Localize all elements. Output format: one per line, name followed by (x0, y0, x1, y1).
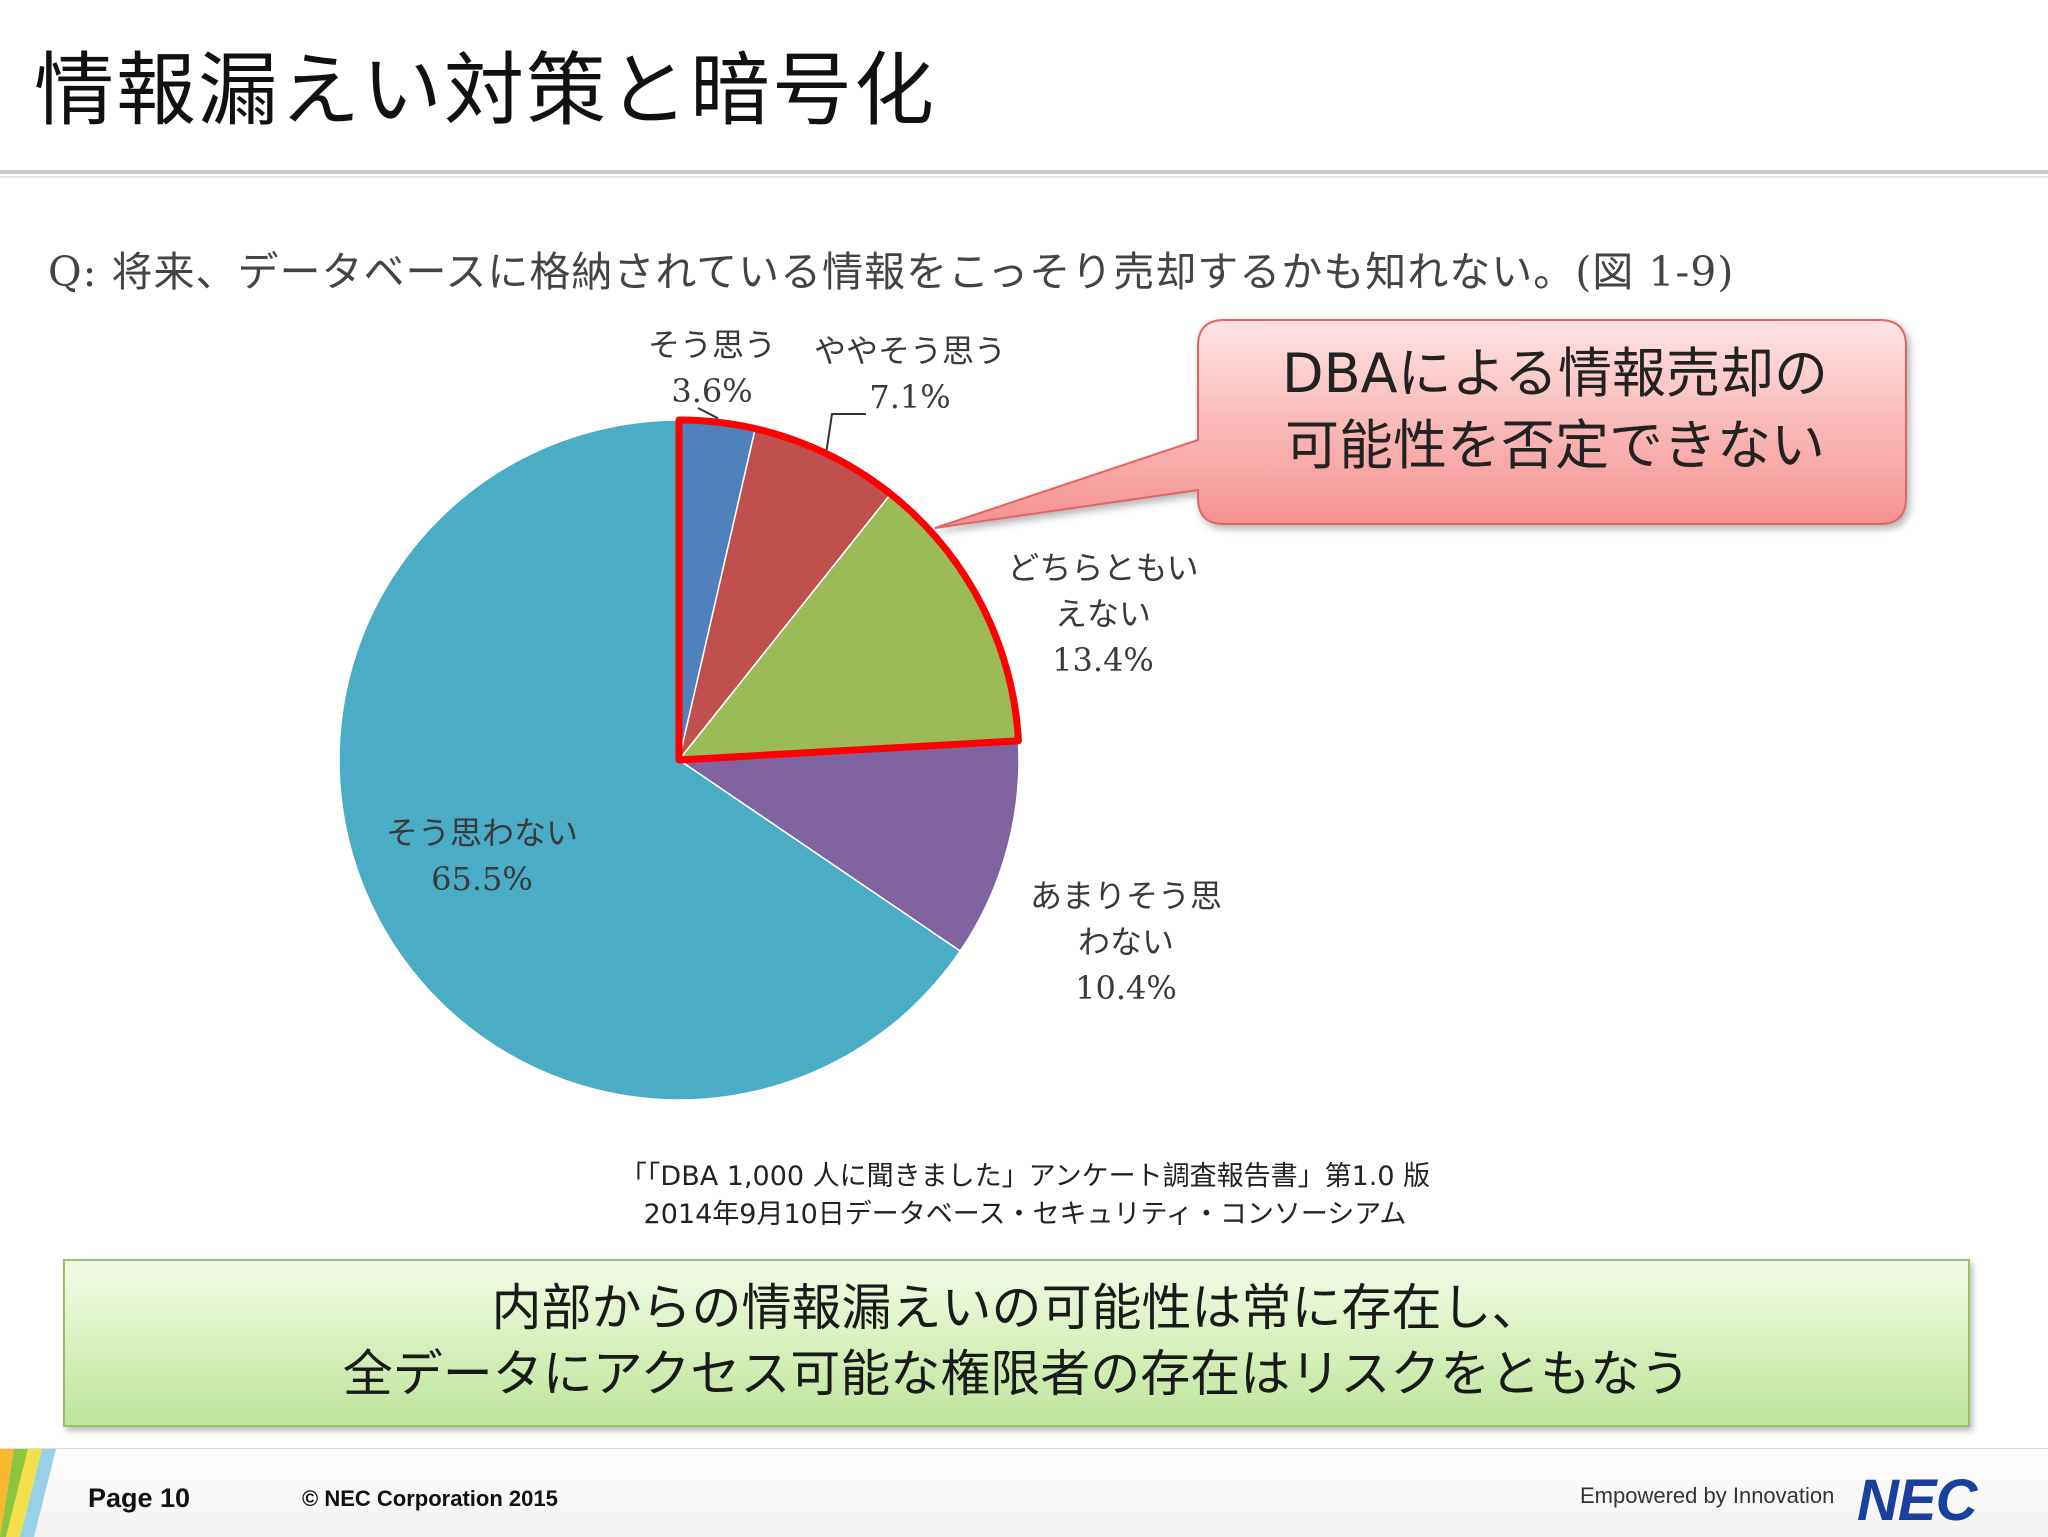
callout-bubble (934, 319, 1907, 529)
chart-question: Q: 将来、データベースに格納されている情報をこっそり売却するかも知れない。(図… (48, 248, 1735, 296)
copyright: © NEC Corporation 2015 (302, 1486, 558, 1511)
pie-chart (338, 319, 1907, 1101)
highlight-outline (675, 416, 1022, 764)
page-number: Page 10 (88, 1483, 191, 1513)
label-somewhat-disagree-value: 10.4% (1075, 969, 1177, 1007)
slice-somewhat-disagree (676, 739, 1020, 953)
leader-line-somewhat-agree (824, 413, 866, 456)
callout-text: DBAによる情報売却の 可能性を否定できない (1205, 338, 1905, 482)
label-disagree: そう思わない 65.5% (386, 810, 578, 902)
label-neutral-text-1: どちらともい (1007, 549, 1199, 587)
label-somewhat-agree-value: 7.1% (869, 378, 951, 416)
source-citation: 「「DBA 1,000 人に聞きました」アンケート調査報告書」第1.0 版 20… (560, 1158, 1490, 1234)
conclusion-line-2: 全データにアクセス可能な権限者の存在はリスクをともなう (342, 1345, 1691, 1403)
label-somewhat-disagree-text-1: あまりそう思 (1029, 877, 1223, 915)
leader-line-strongly-agree (697, 407, 719, 420)
callout-line-1: DBAによる情報売却の (1282, 342, 1828, 405)
label-neutral: どちらともい えない 13.4% (1007, 545, 1198, 683)
nec-logo: NEC (1857, 1468, 1977, 1533)
label-somewhat-disagree: あまりそう思 わない 10.4% (1030, 873, 1222, 1011)
tagline: Empowered by Innovation (1580, 1483, 1835, 1508)
label-somewhat-agree-text-1: ややそう思う (813, 332, 1007, 370)
slice-disagree (338, 419, 962, 1101)
label-strongly-agree-text-1: そう思う (647, 326, 777, 364)
footer: Page 10 © NEC Corporation 2015 Empowered… (0, 1448, 2048, 1537)
label-disagree-text-1: そう思わない (385, 814, 579, 852)
slide-title: 情報漏えい対策と暗号化 (34, 44, 936, 137)
label-somewhat-disagree-text-2: わない (1077, 923, 1175, 961)
source-line-2: 2014年9月10日データベース・セキュリティ・コンソーシアム (643, 1199, 1407, 1230)
source-line-1: 「「DBA 1,000 人に聞きました」アンケート調査報告書」第1.0 版 (619, 1161, 1431, 1192)
callout-line-2: 可能性を否定できない (1285, 414, 1825, 477)
conclusion-line-1: 内部からの情報漏えいの可能性は常に存在し、 (491, 1279, 1542, 1337)
label-strongly-agree-value: 3.6% (671, 372, 753, 410)
label-disagree-value: 65.5% (431, 860, 533, 898)
label-somewhat-agree: ややそう思う 7.1% (814, 328, 1006, 420)
title-divider-shadow (0, 176, 2048, 178)
label-neutral-value: 13.4% (1052, 641, 1154, 679)
footer-stripes-decoration (0, 1449, 56, 1537)
conclusion-box: 内部からの情報漏えいの可能性は常に存在し、 全データにアクセス可能な権限者の存在… (63, 1259, 1970, 1427)
label-neutral-text-2: えない (1054, 595, 1151, 633)
label-strongly-agree: そう思う 3.6% (648, 322, 776, 414)
title-divider (0, 170, 2048, 174)
